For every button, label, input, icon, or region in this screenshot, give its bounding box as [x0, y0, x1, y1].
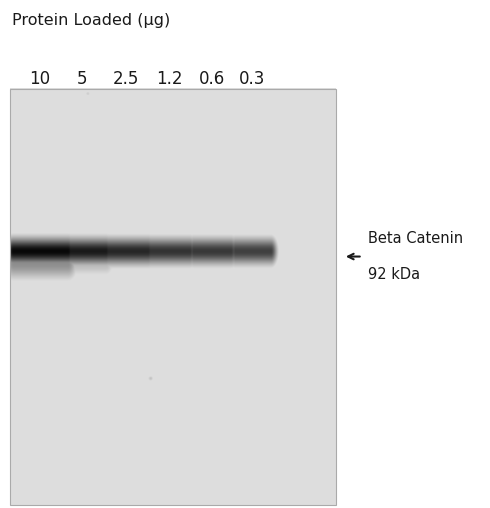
Text: 1.2: 1.2 — [156, 70, 183, 88]
Text: 92 kDa: 92 kDa — [368, 267, 419, 282]
Text: 5: 5 — [77, 70, 88, 88]
Text: Protein Loaded (μg): Protein Loaded (μg) — [12, 13, 171, 28]
Text: 0.3: 0.3 — [239, 70, 266, 88]
Text: Beta Catenin: Beta Catenin — [368, 231, 463, 246]
Text: 2.5: 2.5 — [113, 70, 140, 88]
Text: 10: 10 — [29, 70, 51, 88]
Text: 0.6: 0.6 — [198, 70, 225, 88]
Bar — [10, 89, 336, 505]
